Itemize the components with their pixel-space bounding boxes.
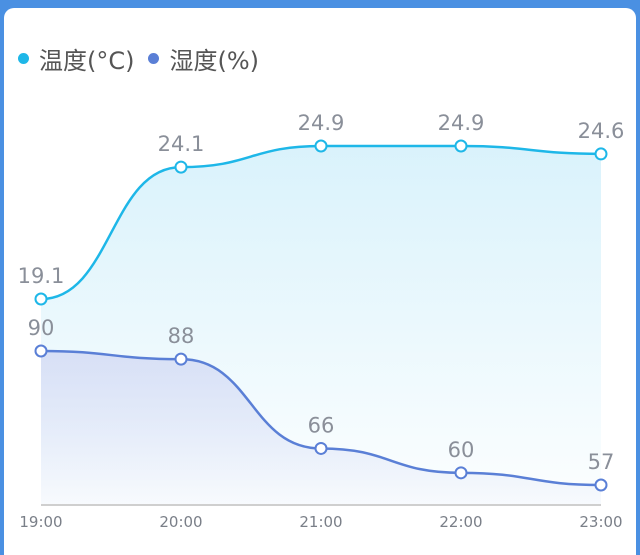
- temperature-data-label: 24.9: [438, 111, 485, 135]
- humidity-point[interactable]: [34, 344, 48, 358]
- x-tick-label: 21:00: [299, 513, 342, 531]
- legend-label-humidity: 湿度(%): [169, 46, 260, 75]
- humidity-point[interactable]: [174, 352, 188, 366]
- humidity-data-label: 66: [308, 413, 335, 437]
- temperature-point[interactable]: [314, 139, 328, 153]
- x-tick-label: 20:00: [159, 513, 202, 531]
- temperature-line: [40, 144, 602, 301]
- humidity-point[interactable]: [314, 441, 328, 455]
- temperature-data-label: 24.6: [578, 119, 625, 143]
- humidity-point[interactable]: [594, 478, 608, 492]
- humidity-data-label: 88: [168, 324, 195, 348]
- humidity-point[interactable]: [454, 466, 468, 480]
- temperature-point[interactable]: [34, 292, 48, 306]
- temperature-point[interactable]: [174, 160, 188, 174]
- humidity-data-label: 57: [588, 450, 615, 474]
- legend-label-temperature: 温度(°C): [39, 46, 135, 75]
- chart-legend: 温度(°C) 湿度(%): [18, 38, 259, 78]
- humidity-area: [41, 351, 601, 505]
- humidity-data-label: 90: [28, 316, 55, 340]
- legend-item-temperature[interactable]: 温度(°C): [18, 41, 134, 76]
- temperature-data-label: 19.1: [18, 264, 65, 288]
- legend-marker-humidity: [148, 52, 160, 64]
- temperature-point[interactable]: [594, 147, 608, 161]
- temperature-data-label: 24.9: [298, 111, 345, 135]
- x-tick-label: 19:00: [19, 513, 62, 531]
- legend-marker-temperature: [18, 52, 29, 64]
- x-tick-label: 22:00: [439, 513, 482, 531]
- temperature-point[interactable]: [454, 139, 468, 153]
- temperature-data-label: 24.1: [158, 132, 205, 156]
- humidity-data-label: 60: [448, 438, 475, 462]
- legend-item-humidity[interactable]: 湿度(%): [148, 41, 259, 76]
- x-tick-label: 23:00: [579, 513, 622, 531]
